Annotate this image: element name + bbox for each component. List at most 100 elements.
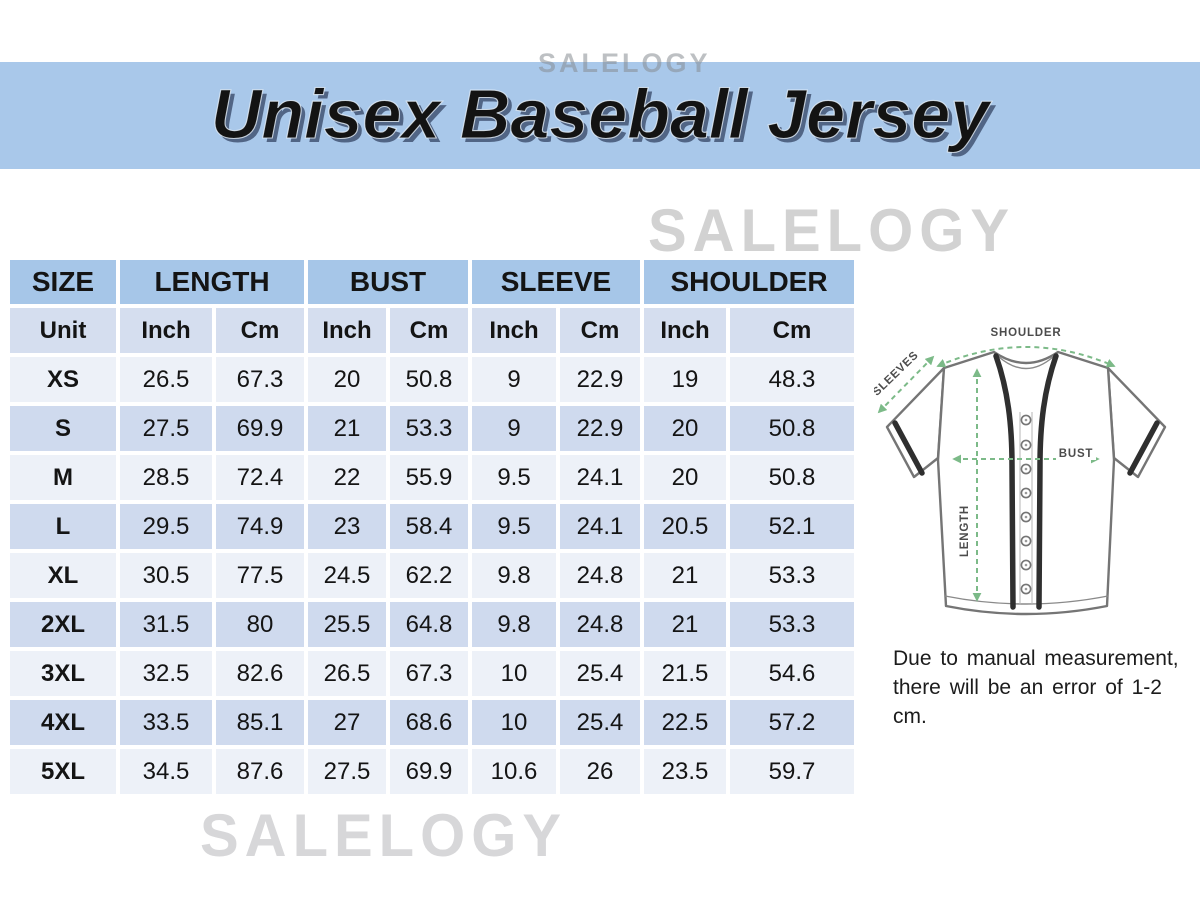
measurement-cell: 69.9 [390, 749, 468, 794]
length-measure-label: LENGTH [959, 505, 971, 557]
measurement-cell: 69.9 [216, 406, 304, 451]
measurement-cell: 80 [216, 602, 304, 647]
col-group-sleeve: SLEEVE [472, 260, 640, 304]
measurement-cell: 22.5 [644, 700, 726, 745]
watermark-middle: SALELOGY [648, 196, 1016, 265]
measurement-cell: 10 [472, 700, 556, 745]
disclaimer-line-1: Due to manual measurement, [893, 647, 1179, 670]
group-header-row: SIZE LENGTH BUST SLEEVE SHOULDER [10, 260, 854, 304]
unit-cell: Cm [560, 308, 640, 353]
measurement-cell: 21 [644, 553, 726, 598]
size-row: S 27.5 69.9 21 53.3 9 22.9 20 50.8 [10, 406, 854, 451]
measurement-cell: 52.1 [730, 504, 854, 549]
size-label-cell: 4XL [10, 700, 116, 745]
measurement-cell: 9.5 [472, 504, 556, 549]
col-group-shoulder: SHOULDER [644, 260, 854, 304]
measurement-cell: 32.5 [120, 651, 212, 696]
measurement-cell: 9 [472, 406, 556, 451]
measurement-cell: 21.5 [644, 651, 726, 696]
measurement-cell: 20 [644, 406, 726, 451]
size-row: M 28.5 72.4 22 55.9 9.5 24.1 20 50.8 [10, 455, 854, 500]
jersey-buttons [1020, 414, 1032, 595]
measurement-cell: 58.4 [390, 504, 468, 549]
page-title: Unisex Baseball Jersey [210, 74, 990, 153]
measurement-cell: 67.3 [390, 651, 468, 696]
measurement-cell: 67.3 [216, 357, 304, 402]
measurement-cell: 72.4 [216, 455, 304, 500]
size-label-cell: L [10, 504, 116, 549]
measurement-cell: 21 [308, 406, 386, 451]
measurement-cell: 68.6 [390, 700, 468, 745]
measurement-cell: 50.8 [390, 357, 468, 402]
col-group-bust: BUST [308, 260, 468, 304]
bust-label-backing [1056, 445, 1096, 460]
measurement-cell: 85.1 [216, 700, 304, 745]
disclaimer-line-2: there will be an error of 1-2 cm. [893, 675, 1162, 728]
measurement-cell: 24.5 [308, 553, 386, 598]
unit-header-row: Unit Inch Cm Inch Cm Inch Cm Inch Cm [10, 308, 854, 353]
measurement-cell: 48.3 [730, 357, 854, 402]
unit-cell: Inch [120, 308, 212, 353]
measurement-cell: 82.6 [216, 651, 304, 696]
measurement-cell: 26.5 [308, 651, 386, 696]
measurement-cell: 29.5 [120, 504, 212, 549]
measurement-cell: 50.8 [730, 455, 854, 500]
measurement-cell: 27.5 [120, 406, 212, 451]
size-row: XS 26.5 67.3 20 50.8 9 22.9 19 48.3 [10, 357, 854, 402]
measurement-cell: 64.8 [390, 602, 468, 647]
measurement-cell: 9 [472, 357, 556, 402]
measurement-cell: 77.5 [216, 553, 304, 598]
button-dots [1024, 418, 1028, 591]
measurement-cell: 74.9 [216, 504, 304, 549]
measurement-cell: 59.7 [730, 749, 854, 794]
measurement-cell: 33.5 [120, 700, 212, 745]
measurement-cell: 9.5 [472, 455, 556, 500]
size-row: 2XL 31.5 80 25.5 64.8 9.8 24.8 21 53.3 [10, 602, 854, 647]
size-chart-body: XS 26.5 67.3 20 50.8 9 22.9 19 48.3 S 27.5 69.9 21 53… [10, 357, 854, 794]
shoulder-measure-label: SHOULDER [991, 327, 1062, 339]
size-row: 3XL 32.5 82.6 26.5 67.3 10 25.4 21.5 54.6 [10, 651, 854, 696]
size-label-cell: S [10, 406, 116, 451]
title-banner: Unisex Baseball Jersey [0, 62, 1200, 169]
unit-cell: Cm [216, 308, 304, 353]
measurement-cell: 20 [308, 357, 386, 402]
unit-cell: Inch [472, 308, 556, 353]
size-chart-table: SIZE LENGTH BUST SLEEVE SHOULDER Unit In… [6, 256, 858, 798]
measurement-cell: 23.5 [644, 749, 726, 794]
measurement-cell: 26.5 [120, 357, 212, 402]
size-row: XL 30.5 77.5 24.5 62.2 9.8 24.8 21 53.3 [10, 553, 854, 598]
measurement-cell: 22.9 [560, 357, 640, 402]
measurement-cell: 57.2 [730, 700, 854, 745]
sleeves-measure-label: SLEEVES [874, 349, 921, 398]
measurement-cell: 24.1 [560, 455, 640, 500]
size-label-cell: 3XL [10, 651, 116, 696]
unit-cell: Cm [730, 308, 854, 353]
measurement-cell: 34.5 [120, 749, 212, 794]
col-group-size: SIZE [10, 260, 116, 304]
measurement-cell: 24.1 [560, 504, 640, 549]
size-row: 5XL 34.5 87.6 27.5 69.9 10.6 26 23.5 59.7 [10, 749, 854, 794]
measurement-cell: 9.8 [472, 553, 556, 598]
size-label-cell: 5XL [10, 749, 116, 794]
bust-measure-label: BUST [1059, 448, 1094, 460]
measurement-cell: 26 [560, 749, 640, 794]
size-chart: SIZE LENGTH BUST SLEEVE SHOULDER Unit In… [6, 256, 858, 798]
unit-cell: Inch [308, 308, 386, 353]
measurement-cell: 19 [644, 357, 726, 402]
measurement-cell: 10.6 [472, 749, 556, 794]
unit-cell: Unit [10, 308, 116, 353]
size-label-cell: XL [10, 553, 116, 598]
measurement-cell: 54.6 [730, 651, 854, 696]
measurement-cell: 20.5 [644, 504, 726, 549]
size-label-cell: XS [10, 357, 116, 402]
size-label-cell: 2XL [10, 602, 116, 647]
measurement-cell: 22 [308, 455, 386, 500]
measurement-cell: 22.9 [560, 406, 640, 451]
col-group-length: LENGTH [120, 260, 304, 304]
size-row: 4XL 33.5 85.1 27 68.6 10 25.4 22.5 57.2 [10, 700, 854, 745]
unit-cell: Inch [644, 308, 726, 353]
measurement-cell: 53.3 [730, 602, 854, 647]
watermark-bottom: SALELOGY [200, 801, 568, 870]
measurement-cell: 27 [308, 700, 386, 745]
